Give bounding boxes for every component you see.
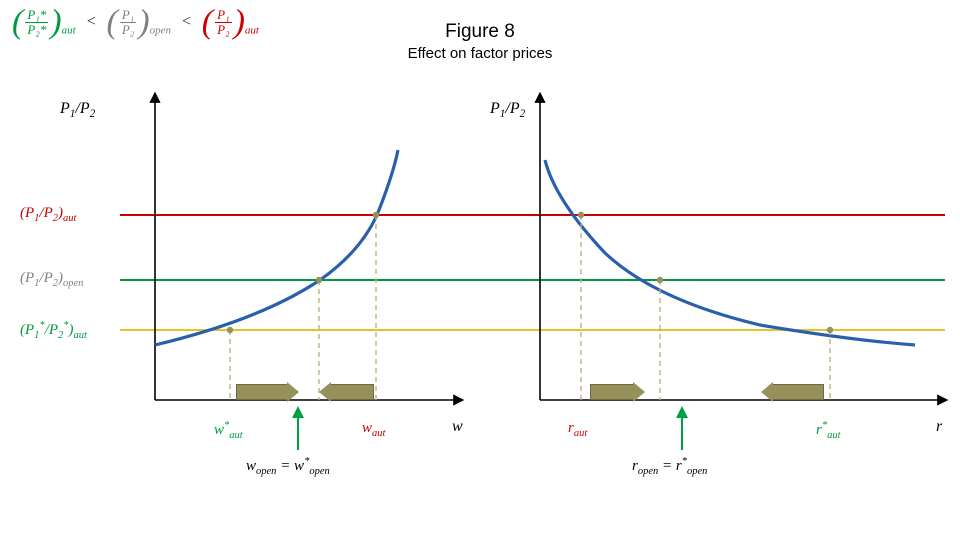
right-x-label: r [936,418,942,436]
label-aut: (P1/P2)aut [20,205,76,225]
right-curve [545,160,915,345]
left-arrow-right [236,384,288,400]
label-star: (P1*/P2*)aut [20,320,87,342]
right-y-label: P1/P2 [490,100,525,121]
figure-caption: Effect on factor prices [0,46,960,63]
label-w-aut: waut [362,420,385,440]
right-arrow-right [590,384,634,400]
label-wstar-aut: w*aut [214,420,243,442]
left-y-label: P1/P2 [60,100,95,121]
label-rstar-aut: r*aut [816,420,841,442]
left-arrow-left [330,384,374,400]
label-r-open-eq: ropen = r*open [632,456,707,478]
inequality: (P₁*P₂*)aut < (P₁P₂)open < (P₁P₂)aut [12,8,259,36]
left-curve [155,150,398,345]
right-arrow-left [772,384,824,400]
label-w-open-eq: wopen = w*open [246,456,330,478]
label-r-aut: raut [568,420,587,440]
diagram-svg [0,0,960,540]
label-open: (P1/P2)open [20,270,83,290]
figure-stage: { "canvas": { "w": 960, "h": 540, "backg… [0,0,960,540]
left-x-label: w [452,418,463,436]
